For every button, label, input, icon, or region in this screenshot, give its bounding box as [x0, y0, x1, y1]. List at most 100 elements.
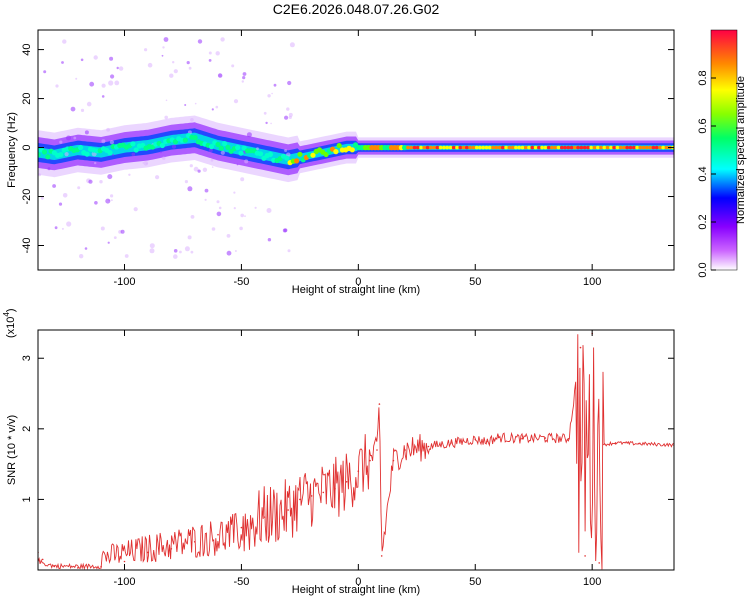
ridge-point — [448, 145, 453, 150]
noise-speck — [244, 215, 246, 218]
noise-speck — [289, 42, 295, 48]
noise-speck — [155, 175, 160, 180]
noise-speck — [149, 248, 155, 254]
ridge-point — [612, 145, 616, 150]
ridge-point — [133, 147, 139, 153]
colorbar-label: Normalized spectral amplitude — [735, 76, 747, 224]
noise-speck — [194, 102, 197, 105]
colorbar-tick-label: 0.2 — [697, 214, 709, 229]
ridge-point — [487, 145, 492, 150]
snr-line — [38, 334, 674, 570]
noise-speck — [101, 95, 105, 98]
noise-speck — [70, 106, 76, 112]
noise-speck — [234, 250, 237, 252]
spectrogram-x-tick-label: 0 — [355, 276, 361, 288]
ridge-point — [159, 142, 165, 149]
noise-speck — [204, 188, 209, 193]
ridge-point — [566, 145, 571, 150]
spectrogram-y-tick-label: -20 — [21, 189, 33, 205]
noise-speck — [197, 169, 201, 173]
noise-speck — [231, 64, 235, 68]
noise-speck — [267, 94, 271, 98]
ridge-point — [130, 141, 136, 147]
ridge-point — [605, 145, 610, 150]
snr-frame — [37, 329, 675, 571]
noise-speck — [184, 180, 188, 184]
noise-speck — [171, 144, 177, 149]
ridge-point — [546, 145, 551, 150]
ridge-point — [625, 145, 629, 150]
ridge-point — [349, 147, 355, 153]
noise-speck — [149, 243, 155, 249]
noise-speck — [62, 193, 68, 198]
ridge-point — [218, 145, 224, 151]
ridge-point — [451, 145, 456, 150]
ridge-point — [632, 145, 636, 150]
spectrogram-noise — [38, 37, 295, 259]
noise-speck — [256, 147, 259, 151]
noise-speck — [233, 99, 239, 104]
ridge-point — [422, 145, 427, 150]
ridge-point — [520, 145, 525, 150]
noise-speck — [66, 135, 71, 141]
noise-speck — [47, 167, 51, 171]
ridge-point — [258, 151, 264, 157]
ridge-point — [294, 158, 300, 164]
ridge-point — [524, 145, 528, 150]
snr-y-tick-label: 1 — [21, 496, 33, 502]
ridge-point — [41, 149, 48, 155]
snr-point — [77, 567, 79, 569]
noise-speck — [161, 54, 164, 57]
ridge-point — [504, 145, 508, 150]
snr-point — [322, 491, 325, 494]
snr-point — [378, 403, 381, 405]
noise-speck — [38, 173, 41, 177]
noise-speck — [236, 163, 239, 166]
ridge-point — [235, 144, 241, 151]
spectrogram-x-tick-label: -50 — [233, 276, 249, 288]
ridge-point — [654, 145, 659, 150]
ridge-point — [579, 145, 584, 150]
noise-speck — [169, 73, 174, 78]
noise-speck — [267, 238, 272, 242]
noise-speck — [284, 115, 289, 120]
noise-speck — [187, 235, 192, 240]
ridge-point — [225, 144, 231, 150]
noise-speck — [211, 166, 214, 168]
ridge-point — [586, 145, 590, 150]
snr-point — [427, 445, 430, 448]
ridge-point — [510, 145, 515, 150]
noise-speck — [197, 39, 203, 44]
ridge-point — [419, 145, 423, 150]
noise-speck — [190, 215, 195, 219]
noise-speck — [172, 61, 175, 64]
noise-speck — [287, 249, 291, 253]
ridge-point — [84, 151, 90, 157]
noise-speck — [99, 180, 103, 184]
noise-speck — [61, 227, 64, 230]
noise-speck — [101, 139, 106, 144]
noise-speck — [64, 152, 69, 157]
ridge-point — [415, 145, 420, 150]
ridge-point — [615, 145, 620, 150]
snr-point — [579, 346, 582, 349]
noise-speck — [66, 221, 72, 227]
noise-speck — [133, 207, 138, 212]
ridge-point — [658, 145, 662, 150]
ridge-point — [664, 145, 669, 150]
noise-speck — [120, 229, 125, 234]
noise-speck — [101, 83, 106, 88]
ridge-point — [582, 145, 587, 150]
snr-point — [521, 437, 523, 440]
colorbar-tick-label: 0.0 — [697, 262, 709, 277]
chart-title: C2E6.2026.048.07.26.G02 — [273, 1, 440, 17]
spectrogram-panel: -100 -50 0 50 100 -40 -20 0 20 40 Height of strai… — [6, 29, 675, 296]
noise-speck — [89, 81, 95, 87]
ridge-point — [238, 150, 244, 156]
ridge-point — [602, 145, 607, 150]
snr-point — [240, 526, 243, 529]
noise-speck — [114, 80, 120, 86]
snr-x-label: Height of straight line (km) — [292, 584, 420, 596]
noise-speck — [107, 174, 113, 180]
snr-point — [603, 443, 605, 446]
